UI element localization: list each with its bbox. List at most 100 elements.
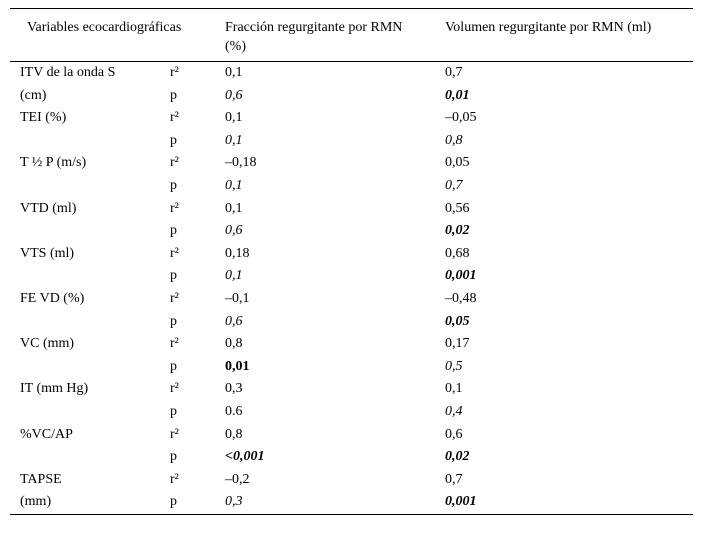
variable-cell: VTD (ml)	[20, 200, 77, 216]
value: –0,1	[225, 290, 250, 306]
value: 0,02	[445, 449, 470, 465]
header-cell: Volumen regurgitante por RMN (ml)	[445, 8, 693, 62]
table-row: p 0,1 0,001	[10, 265, 693, 288]
stat-cell: r²	[170, 469, 225, 492]
value-cell: 0,1	[225, 62, 445, 85]
stat-cell: r²	[170, 378, 225, 401]
stat-label: r²	[170, 200, 179, 216]
value: 0,1	[225, 132, 243, 148]
variable-cell: VTS (ml)	[20, 245, 75, 261]
stat-label: p	[170, 177, 177, 193]
stat-cell: r²	[170, 333, 225, 356]
stat-cell: r²	[170, 198, 225, 221]
table-row: T ½ P (m/s) r² –0,18 0,05	[10, 152, 693, 175]
stat-label: r²	[170, 155, 179, 171]
value: –0,05	[445, 110, 477, 126]
stat-cell: r²	[170, 62, 225, 85]
value-cell: 0,1	[225, 198, 445, 221]
value: 0,001	[445, 494, 477, 510]
table-row: p 0,1 0,7	[10, 175, 693, 198]
value-cell: –0,1	[225, 288, 445, 311]
table-row: TAPSE (mm) r² –0,2 0,7	[10, 469, 693, 510]
stat-label: r²	[170, 426, 179, 442]
variable-cell: TAPSE (mm)	[20, 471, 62, 510]
value: 0,01	[445, 87, 470, 103]
value-cell: 0,1	[225, 175, 445, 198]
value: 0,7	[445, 471, 463, 487]
value: 0,01	[225, 358, 250, 374]
value: –0,48	[445, 290, 477, 306]
stat-cell: p	[170, 401, 225, 424]
table-body: ITV de la onda S (cm) r² 0,1 0,7 p 0,6 0,01 TEI…	[10, 62, 693, 515]
value-cell: 0,05	[445, 311, 693, 334]
value-cell: 0,001	[445, 265, 693, 288]
header-row: Variables ecocardiográficas Fracción reg…	[10, 8, 693, 62]
variable-cell: TEI (%)	[20, 110, 67, 126]
value: 0,6	[225, 87, 243, 103]
value-cell: 0,01	[225, 356, 445, 379]
value-cell: 0.6	[225, 401, 445, 424]
stat-label: r²	[170, 471, 179, 487]
value-cell: 0,02	[445, 220, 693, 243]
value-cell: 0,8	[225, 424, 445, 447]
value: –0,18	[225, 155, 257, 171]
value-cell: 0,5	[445, 356, 693, 379]
value: 0,1	[225, 268, 243, 284]
value-cell: 0,56	[445, 198, 693, 221]
stat-cell: p	[170, 311, 225, 334]
value: –0,2	[225, 471, 250, 487]
value-cell: 0,3	[225, 491, 445, 514]
variable-cell: VC (mm)	[20, 336, 75, 352]
stat-label: p	[170, 132, 177, 148]
variable-cell: T ½ P (m/s)	[20, 155, 87, 171]
value: 0,7	[445, 65, 463, 80]
table-row: IT (mm Hg) r² 0,3 0,1	[10, 378, 693, 401]
variable-cell: %VC/AP	[20, 426, 73, 442]
value: <0,001	[225, 449, 265, 465]
value: 0,3	[225, 381, 243, 397]
stat-cell: p	[170, 85, 225, 108]
value: 0.6	[225, 403, 243, 419]
variable-cell: ITV de la onda S (cm)	[20, 65, 116, 103]
value-cell: 0,6	[225, 311, 445, 334]
value: 0,6	[445, 426, 463, 442]
header-cell: Fracción regurgitante por RMN (%)	[225, 8, 445, 62]
value-cell: 0,8	[225, 333, 445, 356]
stat-cell: r²	[170, 424, 225, 447]
value-cell: <0,001	[225, 446, 445, 469]
value: 0,8	[445, 132, 463, 148]
table-row: p 0,01 0,5	[10, 356, 693, 379]
stat-label: p	[170, 223, 177, 239]
value-cell: 0,6	[445, 424, 693, 447]
stat-label: p	[170, 268, 177, 284]
value: 0,5	[445, 358, 463, 374]
value-cell: –0,2	[225, 469, 445, 492]
table-header: Variables ecocardiográficas Fracción reg…	[10, 8, 693, 62]
table-row: p 0,6 0,01	[10, 85, 693, 108]
value: 0,8	[225, 336, 243, 352]
value-cell: 0,6	[225, 85, 445, 108]
stat-cell: r²	[170, 152, 225, 175]
table-row: VTD (ml) r² 0,1 0,56	[10, 198, 693, 221]
stat-label: p	[170, 494, 177, 510]
value: 0,05	[445, 313, 470, 329]
value: 0,001	[445, 268, 477, 284]
value-cell: 0,01	[445, 85, 693, 108]
stat-label: r²	[170, 110, 179, 126]
value-cell: 0,68	[445, 243, 693, 266]
value-cell: 0,001	[445, 491, 693, 514]
value: 0,3	[225, 494, 243, 510]
table-row: p <0,001 0,02	[10, 446, 693, 469]
table-row: p 0,6 0,05	[10, 311, 693, 334]
value-cell: –0,48	[445, 288, 693, 311]
value-cell: 0,1	[445, 378, 693, 401]
value-cell: 0,7	[445, 175, 693, 198]
variable-cell: FE VD (%)	[20, 290, 85, 306]
table-row: p 0,1 0,8	[10, 130, 693, 153]
stat-label: r²	[170, 336, 179, 352]
stat-label: p	[170, 403, 177, 419]
variable-cell: IT (mm Hg)	[20, 381, 89, 397]
value: 0,1	[225, 177, 243, 193]
stat-cell: p	[170, 356, 225, 379]
value-cell: 0,3	[225, 378, 445, 401]
